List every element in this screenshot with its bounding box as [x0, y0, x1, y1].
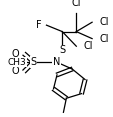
Text: Cl: Cl	[98, 17, 108, 27]
Text: CH3: CH3	[8, 58, 26, 66]
Text: N: N	[52, 57, 60, 67]
Text: F: F	[36, 20, 41, 30]
Text: Cl: Cl	[83, 41, 92, 51]
Text: Cl: Cl	[98, 34, 108, 44]
Text: O: O	[12, 66, 19, 76]
Text: S: S	[30, 57, 36, 67]
Text: O: O	[12, 49, 19, 59]
Text: Cl: Cl	[71, 0, 80, 8]
Text: S: S	[59, 45, 65, 55]
